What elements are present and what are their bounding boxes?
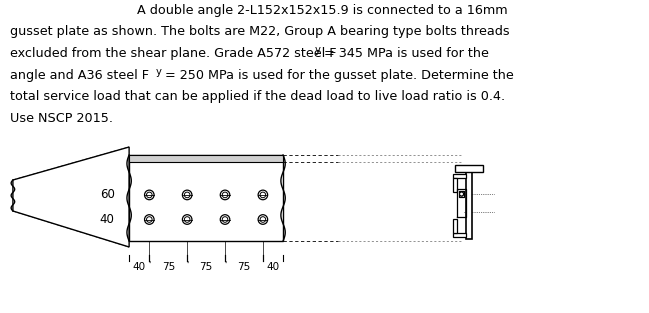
Circle shape: [258, 190, 267, 200]
Text: 75: 75: [238, 262, 251, 272]
Text: gusset plate as shown. The bolts are M22, Group A bearing type bolts threads: gusset plate as shown. The bolts are M22…: [10, 25, 509, 38]
Bar: [453, 218, 458, 233]
Text: 75: 75: [162, 262, 175, 272]
Circle shape: [260, 217, 265, 222]
Bar: [129, 155, 283, 241]
Text: 60: 60: [100, 188, 115, 202]
Circle shape: [182, 190, 192, 200]
Circle shape: [220, 215, 230, 224]
Circle shape: [145, 190, 154, 200]
Circle shape: [147, 217, 152, 222]
Text: 40: 40: [132, 262, 146, 272]
Circle shape: [260, 192, 265, 198]
Circle shape: [220, 190, 230, 200]
Circle shape: [147, 192, 152, 198]
Text: ': ': [224, 261, 226, 270]
Polygon shape: [13, 147, 129, 247]
Circle shape: [184, 192, 190, 198]
Text: y: y: [314, 45, 320, 55]
Text: = 250 MPa is used for the gusset plate. Determine the: = 250 MPa is used for the gusset plate. …: [162, 69, 514, 81]
Circle shape: [459, 192, 463, 196]
Text: Use NSCP 2015.: Use NSCP 2015.: [10, 111, 113, 125]
Text: A double angle 2-L152x152x15.9 is connected to a 16mm: A double angle 2-L152x152x15.9 is connec…: [138, 4, 508, 17]
Text: 40: 40: [100, 213, 115, 226]
Text: excluded from the shear plane. Grade A572 steel F: excluded from the shear plane. Grade A57…: [10, 47, 336, 60]
Bar: [459, 191, 464, 197]
Text: y: y: [156, 67, 162, 77]
Circle shape: [182, 215, 192, 224]
Circle shape: [145, 215, 154, 224]
Bar: [466, 167, 472, 239]
Text: 75: 75: [199, 262, 213, 272]
Circle shape: [258, 215, 267, 224]
Bar: [459, 191, 464, 197]
Bar: [129, 155, 283, 162]
Text: total service load that can be applied if the dead load to live load ratio is 0.: total service load that can be applied i…: [10, 90, 505, 103]
Bar: [453, 178, 458, 192]
Text: = 345 MPa is used for the: = 345 MPa is used for the: [320, 47, 489, 60]
Circle shape: [459, 192, 463, 196]
Bar: [455, 165, 483, 172]
Text: angle and A36 steel F: angle and A36 steel F: [10, 69, 149, 81]
Text: ': ': [148, 261, 151, 270]
Circle shape: [222, 192, 228, 198]
Bar: [453, 174, 466, 178]
Text: ': ': [186, 261, 188, 270]
Circle shape: [222, 217, 228, 222]
Bar: [453, 233, 466, 237]
Text: 40: 40: [266, 262, 280, 272]
Circle shape: [184, 217, 190, 222]
